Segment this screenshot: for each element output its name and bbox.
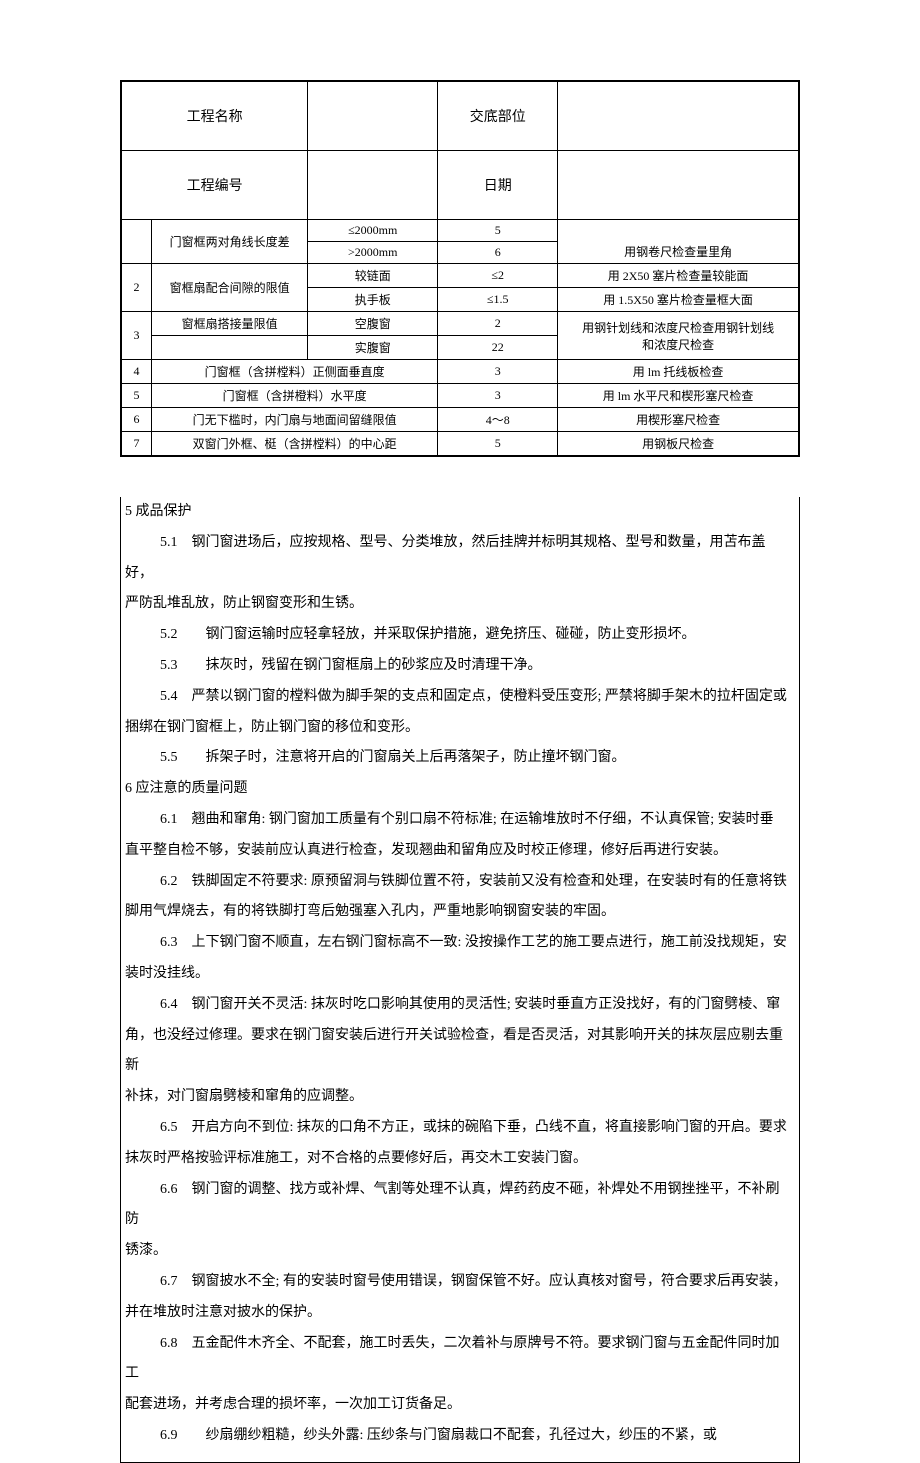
para-6-1: 6.1 翘曲和窜角: 钢门窗加工质量有个别口扇不符标准; 在运输堆放时不仔细，不… (121, 805, 799, 836)
row-item: 双窗门外框、梃（含拼樘料）的中心距 (152, 432, 438, 456)
row-method: 用 1.5X50 塞片检查量框大面 (558, 288, 799, 312)
disclosure-part-value (558, 82, 799, 151)
row-method: 用钢板尺检查 (558, 432, 799, 456)
para-6-6b: 锈漆。 (121, 1236, 799, 1267)
project-name-value (308, 82, 438, 151)
row-item: 门无下槛时，内门扇与地面间留缝限值 (152, 408, 438, 432)
project-name-label: 工程名称 (122, 82, 308, 151)
row-val: 3 (438, 384, 558, 408)
para-5-1: 5.1 钢门窗进场后，应按规格、型号、分类堆放，然后挂牌并标明其规格、型号和数量… (121, 528, 799, 590)
row-method: 用钢卷尺检查量里角 (558, 220, 799, 264)
para-6-4: 6.4 钢门窗开关不灵活: 抹灰时吃口影响其使用的灵活性; 安装时垂直方正没找好… (121, 990, 799, 1021)
table-row: 4 门窗框（含拼樘料）正侧面垂直度 3 用 lm 托线板检查 (122, 360, 799, 384)
para-5-2: 5.2 钢门窗运输时应轻拿轻放，并采取保护措施，避免挤压、碰碰，防止变形损坏。 (121, 620, 799, 651)
para-5-5: 5.5 拆架子时，注意将开启的门窗扇关上后再落架子，防止撞坏钢门窗。 (121, 743, 799, 774)
project-no-label: 工程编号 (122, 151, 308, 220)
row-item: 门窗框（含拼橙料）水平度 (152, 384, 438, 408)
row-item: 窗框扇配合间隙的限值 (152, 264, 308, 312)
header-row-1: 工程名称 交底部位 (122, 82, 799, 151)
row-idx: 6 (122, 408, 152, 432)
row-method: 用 lm 托线板检查 (558, 360, 799, 384)
para-6-7b: 并在堆放时注意对披水的保护。 (121, 1298, 799, 1329)
row-val: 4～8 (438, 408, 558, 432)
content-section: 5 成品保护 5.1 钢门窗进场后，应按规格、型号、分类堆放，然后挂牌并标明其规… (120, 497, 800, 1463)
table-row: 7 双窗门外框、梃（含拼樘料）的中心距 5 用钢板尺检查 (122, 432, 799, 456)
row-val: 5 (438, 432, 558, 456)
row-sub: ≤2000mm (308, 220, 438, 242)
para-6-3b: 装时没挂线。 (121, 959, 799, 990)
para-6-5: 6.5 开启方向不到位: 抹灰的口角不方正，或抹的碗陷下垂，凸线不直，将直接影响… (121, 1113, 799, 1144)
row-method: 用楔形塞尺检查 (558, 408, 799, 432)
row-item: 门窗框（含拼樘料）正侧面垂直度 (152, 360, 438, 384)
row-item-empty (152, 336, 308, 360)
row-idx: 7 (122, 432, 152, 456)
para-6-4b: 角，也没经过修理。要求在钢门窗安装后进行开关试验检查，看是否灵活，对其影响开关的… (121, 1021, 799, 1083)
table-row: 5 门窗框（含拼橙料）水平度 3 用 lm 水平尺和楔形塞尺检查 (122, 384, 799, 408)
para-6-7: 6.7 钢窗披水不全; 有的安装时窗号使用错误，钢窗保管不好。应认真核对窗号，符… (121, 1267, 799, 1298)
row-item: 窗框扇搭接量限值 (152, 312, 308, 336)
para-6-6: 6.6 钢门窗的调整、找方或补焊、气割等处理不认真，焊药药皮不砸，补焊处不用钢挫… (121, 1175, 799, 1237)
row-val: 6 (438, 242, 558, 264)
project-no-value (308, 151, 438, 220)
para-6-8b: 配套进场，并考虑合理的损坏率，一次加工订货备足。 (121, 1390, 799, 1421)
para-6-1b: 直平整自检不够，安装前应认真进行检查，发现翘曲和留角应及时校正修理，修好后再进行… (121, 836, 799, 867)
row-val: ≤1.5 (438, 288, 558, 312)
date-value (558, 151, 799, 220)
para-6-2: 6.2 铁脚固定不符要求: 原预留洞与铁脚位置不符，安装前又没有检查和处理，在安… (121, 867, 799, 898)
para-6-2b: 脚用气焊烧去，有的将铁脚打弯后勉强塞入孔内，严重地影响钢窗安装的牢固。 (121, 897, 799, 928)
para-5-4: 5.4 严禁以钢门窗的樘料做为脚手架的支点和固定点，使橙料受压变形; 严禁将脚手… (121, 682, 799, 713)
document-table-container: 工程名称 交底部位 工程编号 日期 门窗框两对角线长度差 ≤2000mm 5 用… (120, 80, 800, 457)
row-idx: 5 (122, 384, 152, 408)
row-val: 3 (438, 360, 558, 384)
para-6-9: 6.9 纱扇绷纱粗糙，纱头外露: 压纱条与门窗扇裁口不配套，孔径过大，纱压的不紧… (121, 1421, 799, 1452)
row-idx: 3 (122, 312, 152, 360)
row-method: 用 lm 水平尺和楔形塞尺检查 (558, 384, 799, 408)
row-val: 5 (438, 220, 558, 242)
row-sub: >2000mm (308, 242, 438, 264)
header-row-2: 工程编号 日期 (122, 151, 799, 220)
row-method: 用钢针划线和浓度尺检查用钢针划线 和浓度尺检查 (558, 312, 799, 360)
row-val: ≤2 (438, 264, 558, 288)
para-6-8: 6.8 五金配件木齐全、不配套，施工时丢失，二次着补与原牌号不符。要求钢门窗与五… (121, 1329, 799, 1391)
row-item: 门窗框两对角线长度差 (152, 220, 308, 264)
para-5-4b: 捆绑在钢门窗框上，防止钢门窗的移位和变形。 (121, 713, 799, 744)
row-method: 用 2X50 塞片检查量较能面 (558, 264, 799, 288)
row-idx: 2 (122, 264, 152, 312)
table-row: 6 门无下槛时，内门扇与地面间留缝限值 4～8 用楔形塞尺检查 (122, 408, 799, 432)
section-5-title: 5 成品保护 (121, 497, 799, 528)
row-idx: 4 (122, 360, 152, 384)
table-row: 2 窗框扇配合间隙的限值 较链面 ≤2 用 2X50 塞片检查量较能面 (122, 264, 799, 288)
row-val: 22 (438, 336, 558, 360)
row-sub: 空腹窗 (308, 312, 438, 336)
table-row: 门窗框两对角线长度差 ≤2000mm 5 用钢卷尺检查量里角 (122, 220, 799, 242)
section-6-title: 6 应注意的质量问题 (121, 774, 799, 805)
row-sub: 执手板 (308, 288, 438, 312)
row-sub: 较链面 (308, 264, 438, 288)
row-sub: 实腹窗 (308, 336, 438, 360)
para-6-3: 6.3 上下钢门窗不顺直，左右钢门窗标高不一致: 没按操作工艺的施工要点进行，施… (121, 928, 799, 959)
date-label: 日期 (438, 151, 558, 220)
disclosure-part-label: 交底部位 (438, 82, 558, 151)
row-idx (122, 220, 152, 264)
main-table: 工程名称 交底部位 工程编号 日期 门窗框两对角线长度差 ≤2000mm 5 用… (121, 81, 799, 456)
para-5-1b: 严防乱堆乱放，防止钢窗变形和生锈。 (121, 589, 799, 620)
row-val: 2 (438, 312, 558, 336)
para-5-3: 5.3 抹灰时，残留在钢门窗框扇上的砂浆应及时清理干净。 (121, 651, 799, 682)
table-row: 3 窗框扇搭接量限值 空腹窗 2 用钢针划线和浓度尺检查用钢针划线 和浓度尺检查 (122, 312, 799, 336)
para-6-5b: 抹灰时严格按验评标准施工，对不合格的点要修好后，再交木工安装门窗。 (121, 1144, 799, 1175)
para-6-4c: 补抹，对门窗扇劈棱和窜角的应调整。 (121, 1082, 799, 1113)
